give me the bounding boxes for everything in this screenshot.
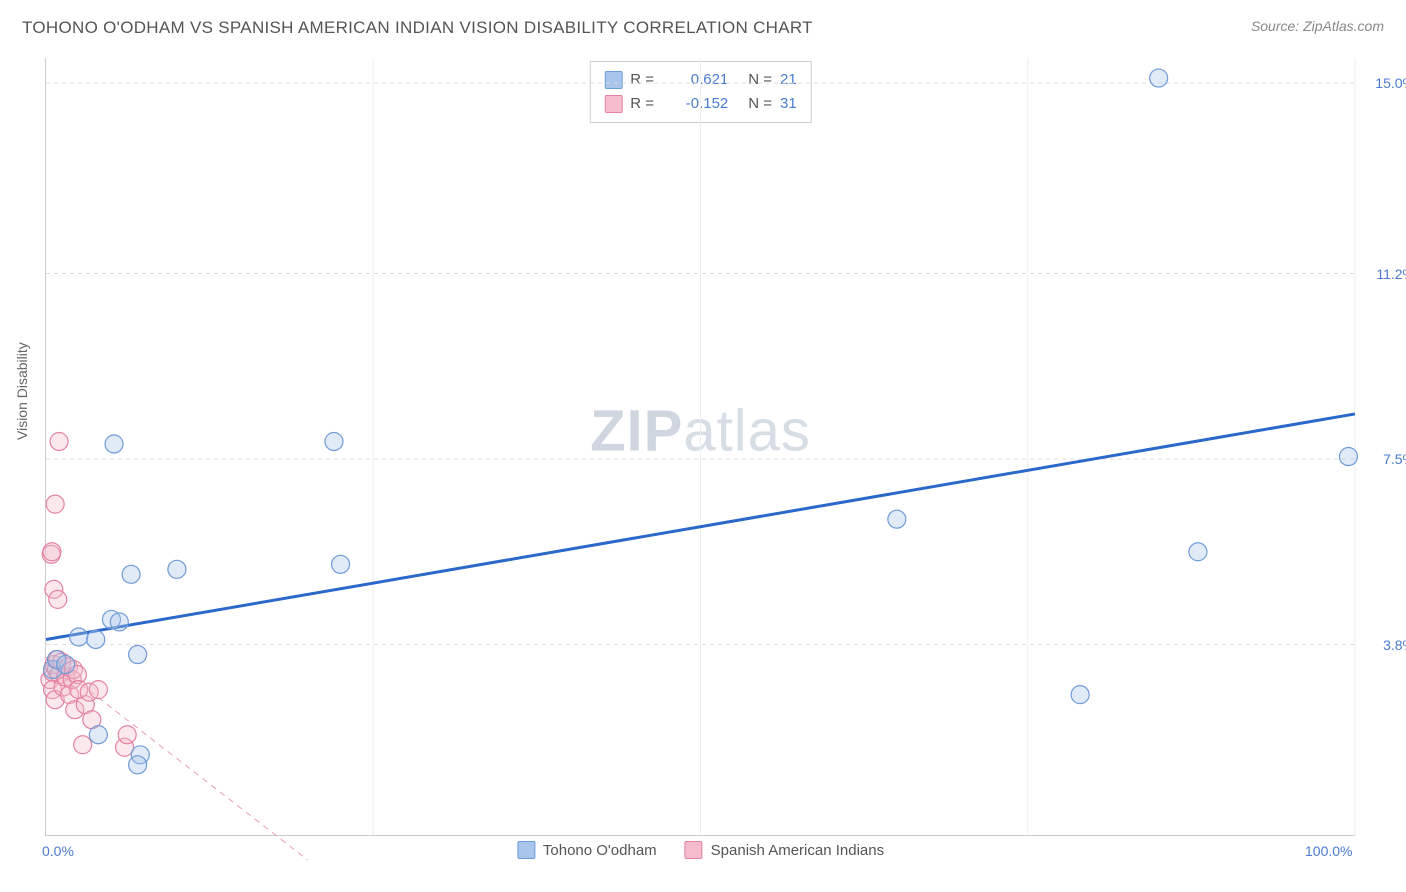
legend-label-1: Tohono O'odham <box>543 842 657 859</box>
scatter-point <box>325 432 343 450</box>
series-legend: Tohono O'odham Spanish American Indians <box>517 841 884 859</box>
scatter-point <box>122 565 140 583</box>
scatter-point <box>43 543 61 561</box>
scatter-point <box>118 726 136 744</box>
scatter-point <box>57 656 75 674</box>
y-tick-label: 15.0% <box>1375 75 1406 91</box>
scatter-point <box>1189 543 1207 561</box>
scatter-point <box>1339 448 1357 466</box>
chart-title: TOHONO O'ODHAM VS SPANISH AMERICAN INDIA… <box>22 18 813 38</box>
scatter-point <box>332 555 350 573</box>
scatter-point <box>89 726 107 744</box>
swatch-series-2-bottom <box>685 841 703 859</box>
scatter-point <box>129 646 147 664</box>
legend-label-2: Spanish American Indians <box>711 842 884 859</box>
scatter-point <box>105 435 123 453</box>
y-axis-label: Vision Disability <box>14 342 30 440</box>
scatter-point <box>888 510 906 528</box>
y-tick-label: 3.8% <box>1383 637 1406 653</box>
scatter-point <box>168 560 186 578</box>
scatter-point <box>110 613 128 631</box>
y-tick-label: 7.5% <box>1383 451 1406 467</box>
scatter-point <box>89 681 107 699</box>
legend-item-1: Tohono O'odham <box>517 841 657 859</box>
x-tick-label: 0.0% <box>42 843 74 859</box>
scatter-point <box>1071 686 1089 704</box>
chart-plot-area: ZIPatlas R = 0.621 N = 21 R = -0.152 N =… <box>45 58 1355 836</box>
y-tick-label: 11.2% <box>1376 266 1406 282</box>
scatter-point <box>87 630 105 648</box>
x-tick-label: 100.0% <box>1305 843 1352 859</box>
scatter-point <box>1150 69 1168 87</box>
swatch-series-1-bottom <box>517 841 535 859</box>
scatter-point <box>46 495 64 513</box>
scatter-svg <box>46 58 1355 835</box>
scatter-point <box>49 590 67 608</box>
scatter-point <box>50 432 68 450</box>
scatter-point <box>74 736 92 754</box>
scatter-point <box>129 756 147 774</box>
source-label: Source: ZipAtlas.com <box>1251 18 1384 34</box>
legend-item-2: Spanish American Indians <box>685 841 884 859</box>
scatter-point <box>70 628 88 646</box>
